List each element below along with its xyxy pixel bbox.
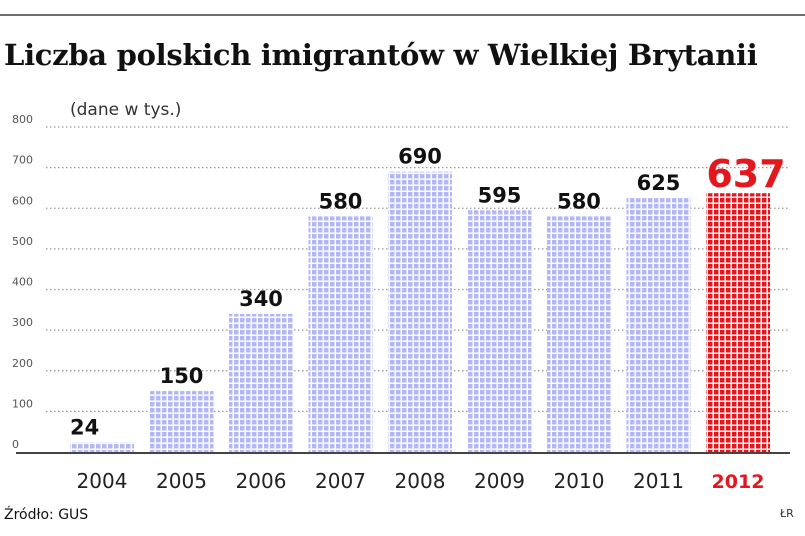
data-label: 637: [706, 152, 785, 196]
y-tick-label: 800: [12, 113, 33, 126]
data-label: 580: [557, 189, 601, 213]
x-tick-label: 2010: [554, 469, 605, 493]
y-tick-label: 200: [12, 357, 33, 370]
bar: [706, 193, 770, 452]
y-tick-label: 500: [12, 235, 33, 248]
y-tick-label: 600: [12, 194, 33, 207]
x-tick-label: 2007: [315, 469, 366, 493]
source-note: Źródło: GUS: [4, 507, 89, 523]
x-tick-label: 2012: [712, 471, 765, 493]
chart-title: Liczba polskich imigrantów w Wielkiej Br…: [4, 38, 758, 72]
bar: [308, 216, 373, 452]
y-tick-label: 400: [12, 276, 33, 289]
data-label: 24: [70, 415, 99, 439]
bar: [547, 216, 611, 452]
y-tick-label: 0: [12, 438, 19, 451]
unit-label: (dane w tys.): [70, 100, 182, 120]
author-credit: ŁR: [780, 507, 794, 520]
bar: [70, 442, 134, 452]
data-label: 340: [239, 287, 283, 311]
top-rule: [0, 14, 805, 16]
data-label: 595: [478, 183, 522, 207]
x-tick-label: 2004: [77, 469, 128, 493]
bar: [229, 313, 293, 452]
bar: [149, 391, 214, 452]
data-label: 580: [319, 189, 363, 213]
data-label: 690: [398, 145, 442, 169]
y-tick-label: 100: [12, 397, 33, 410]
x-tick-label: 2005: [156, 469, 207, 493]
y-tick-label: 700: [12, 154, 33, 167]
x-tick-label: 2009: [474, 469, 525, 493]
y-tick-label: 300: [12, 316, 33, 329]
bar: [626, 198, 691, 452]
x-tick-label: 2006: [236, 469, 287, 493]
data-label: 150: [160, 364, 204, 388]
x-tick-label: 2011: [633, 469, 684, 493]
bar: [467, 210, 532, 452]
x-tick-label: 2008: [395, 469, 446, 493]
data-label: 625: [637, 171, 681, 195]
bar: [388, 171, 452, 452]
